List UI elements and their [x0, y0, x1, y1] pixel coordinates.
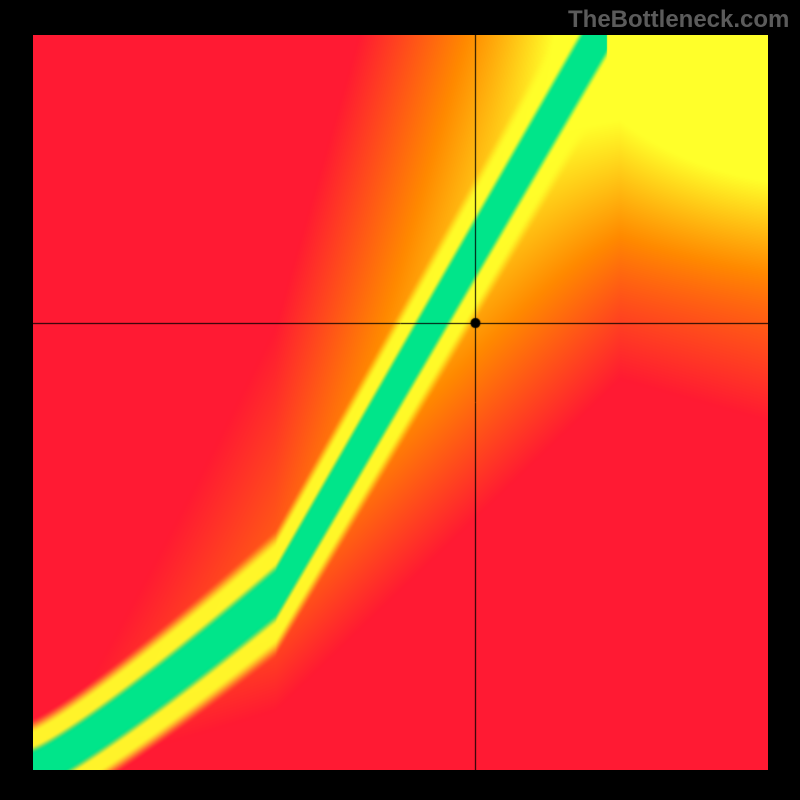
- watermark-text: TheBottleneck.com: [568, 6, 789, 34]
- bottleneck-heatmap: [33, 35, 768, 770]
- chart-container: TheBottleneck.com: [0, 0, 800, 800]
